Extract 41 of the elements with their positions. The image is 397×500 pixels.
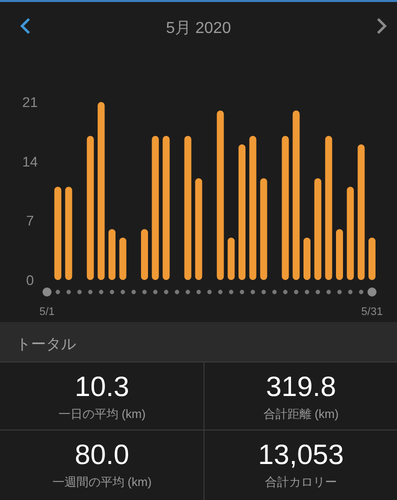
bar (108, 229, 116, 280)
bar (141, 229, 148, 280)
text: 一週間の平均 (km) (52, 475, 152, 489)
bar (86, 136, 94, 280)
x-tick-label: 5/31 (361, 306, 383, 318)
text: 319.8 (266, 371, 336, 402)
bar (304, 238, 310, 280)
chart-title: 5月 2020 (166, 20, 232, 37)
text: 一日の平均 (km) (58, 407, 146, 421)
text: 合計距離 (km) (263, 407, 339, 421)
bar (346, 186, 354, 280)
bar (195, 178, 202, 280)
text: 13,053 (258, 439, 344, 470)
text: 80.0 (74, 439, 130, 470)
bar (98, 102, 105, 280)
bar (238, 144, 246, 280)
bar (368, 238, 376, 280)
bar (228, 238, 235, 280)
text: 10.3 (74, 371, 130, 402)
y-tick-label: 21 (22, 94, 38, 110)
bar (249, 136, 256, 280)
bar (336, 229, 343, 280)
y-tick-label: 0 (26, 272, 34, 288)
bar (282, 136, 289, 280)
y-tick-label: 14 (22, 153, 38, 170)
bar (119, 238, 126, 280)
text: トータル (16, 336, 76, 353)
bar (314, 178, 322, 280)
bar (162, 136, 170, 280)
bar (216, 110, 224, 280)
bar (358, 144, 365, 280)
bar (152, 136, 159, 280)
y-tick-label: 7 (26, 212, 34, 229)
bar (260, 178, 268, 280)
bar (65, 186, 72, 280)
bar (54, 186, 62, 280)
text: 合計カロリー (265, 475, 337, 489)
bar (292, 110, 300, 280)
bar (325, 136, 332, 280)
bar (184, 136, 192, 280)
x-tick-label: 5/1 (39, 306, 55, 318)
